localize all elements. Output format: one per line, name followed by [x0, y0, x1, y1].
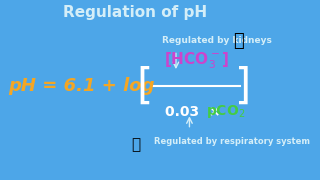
Text: Regulation of pH: Regulation of pH	[63, 5, 207, 20]
Text: pCO$_2$: pCO$_2$	[206, 103, 245, 120]
Text: [HCO$_3^-$]: [HCO$_3^-$]	[164, 51, 229, 71]
Text: 🫈: 🫈	[233, 32, 244, 50]
Text: 0.03  ×: 0.03 ×	[165, 105, 230, 119]
Text: ]: ]	[236, 65, 252, 107]
Text: pH = 6.1 + log: pH = 6.1 + log	[8, 77, 155, 95]
Text: [: [	[137, 65, 153, 107]
Text: 🫁: 🫁	[131, 137, 140, 152]
Text: Regulated by kidneys: Regulated by kidneys	[162, 36, 272, 45]
Text: Regulated by respiratory system: Regulated by respiratory system	[154, 137, 310, 146]
